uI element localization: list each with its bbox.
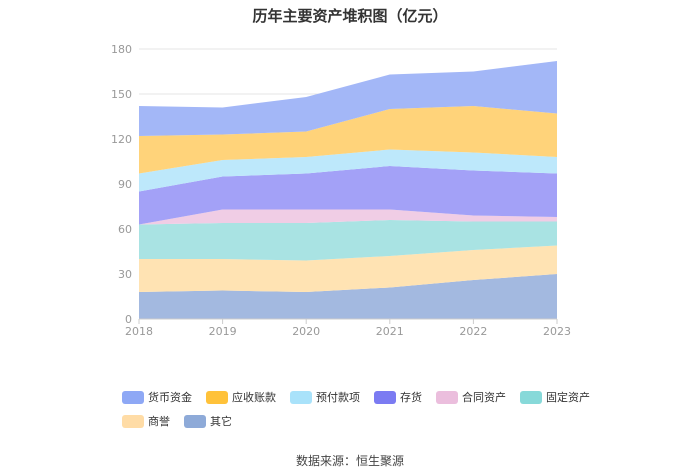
axes: 0 30 60 90 120 150 180 2018 2019 2020 2021 2022 2023 [111, 43, 571, 338]
legend-item[interactable]: 货币资金 [122, 389, 192, 405]
area-其它 [139, 274, 557, 319]
legend-item[interactable]: 商誉 [122, 413, 170, 429]
x-tick-label: 2023 [543, 325, 571, 338]
area-固定资产 [139, 220, 557, 261]
x-tick-label: 2019 [209, 325, 237, 338]
legend-swatch [122, 390, 144, 404]
y-tick-label: 30 [118, 268, 132, 281]
area-应收账款 [139, 106, 557, 174]
stacked-area-chart: 0 30 60 90 120 150 180 2018 2019 2020 2021 2022 2023 [111, 43, 571, 338]
y-tick-label: 90 [118, 178, 132, 191]
legend-label: 其它 [210, 415, 232, 428]
legend-item[interactable]: 存货 [374, 389, 422, 405]
legend-label: 货币资金 [148, 391, 192, 404]
area-合同资产 [139, 209, 557, 225]
legend-label: 合同资产 [462, 391, 506, 404]
area-series [139, 61, 557, 319]
legend-swatch [520, 390, 542, 404]
legend: 货币资金 应收账款 预付款项 存货 合同资产 固定资产商誉 其它 [122, 389, 602, 429]
legend-item[interactable]: 固定资产 [520, 389, 590, 405]
legend-swatch [374, 390, 396, 404]
legend-label: 预付款项 [316, 391, 360, 404]
y-tick-label: 180 [111, 43, 132, 56]
legend-label: 应收账款 [232, 391, 276, 404]
area-存货 [139, 166, 557, 225]
area-商誉 [139, 245, 557, 292]
x-tick-label: 2018 [125, 325, 153, 338]
legend-label: 固定资产 [546, 391, 590, 404]
chart-title: 历年主要资产堆积图（亿元） [252, 7, 448, 25]
legend-label: 存货 [400, 391, 422, 404]
legend-swatch [206, 390, 228, 404]
legend-swatch [436, 390, 458, 404]
legend-item[interactable]: 应收账款 [206, 389, 276, 405]
legend-swatch [122, 414, 144, 428]
legend-swatch [184, 414, 206, 428]
y-tick-label: 150 [111, 88, 132, 101]
legend-item[interactable]: 合同资产 [436, 389, 506, 405]
legend-label: 商誉 [148, 415, 170, 428]
y-tick-label: 120 [111, 133, 132, 146]
area-货币资金 [139, 61, 557, 136]
x-tick-label: 2020 [292, 325, 320, 338]
legend-item[interactable]: 预付款项 [290, 389, 360, 405]
area-预付款项 [139, 149, 557, 192]
data-source: 数据来源：恒生聚源 [295, 454, 404, 468]
x-tick-label: 2022 [459, 325, 487, 338]
x-tick-label: 2021 [376, 325, 404, 338]
legend-item[interactable]: 其它 [184, 413, 232, 429]
y-tick-label: 60 [118, 223, 132, 236]
y-tick-label: 0 [125, 313, 132, 326]
legend-swatch [290, 390, 312, 404]
